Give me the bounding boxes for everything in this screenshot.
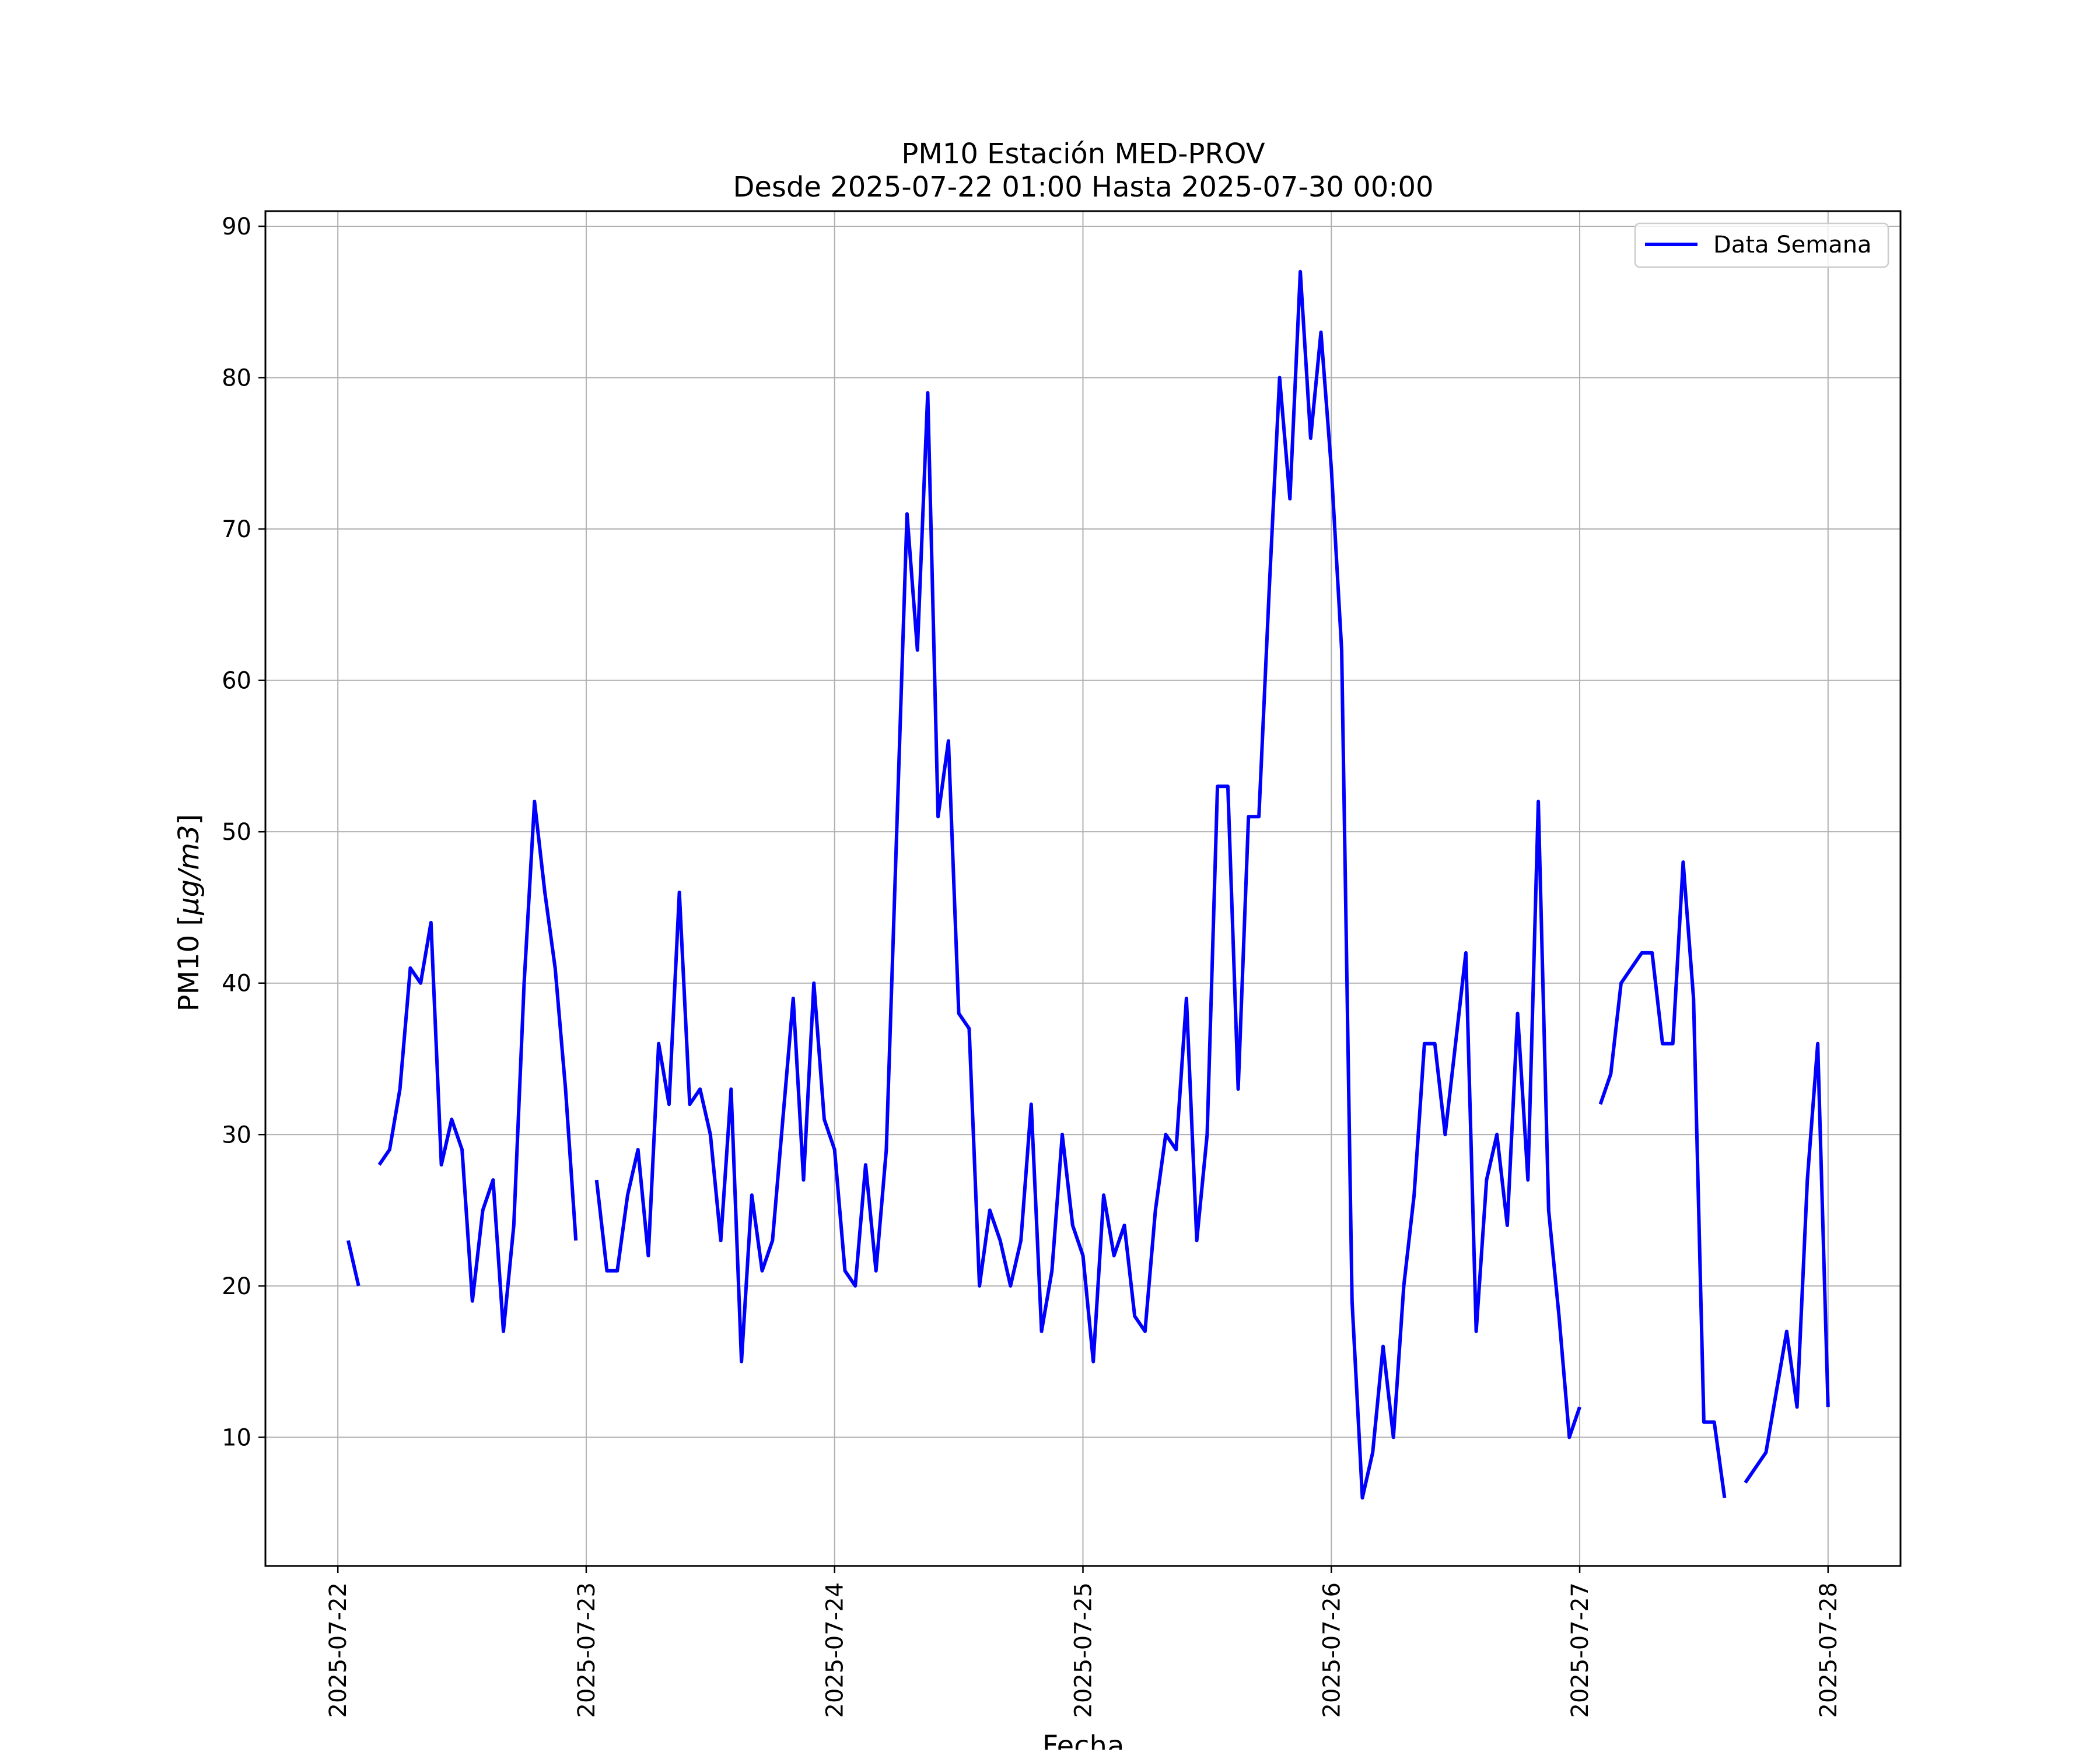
y-tick-label: 40 (222, 970, 251, 997)
y-tick-label: 10 (222, 1424, 251, 1451)
y-tick-label: 20 (222, 1273, 251, 1300)
series-line-segment (1744, 1042, 1830, 1484)
y-tick-label: 70 (222, 516, 251, 543)
x-axis-title: Fecha (1042, 1730, 1125, 1750)
x-tick-label: 2025-07-26 (1318, 1582, 1345, 1718)
x-tick-label: 2025-07-22 (325, 1582, 352, 1718)
x-tick-label: 2025-07-24 (822, 1582, 849, 1718)
y-axis-title-suffix: ] (173, 814, 205, 825)
y-axis-title-prefix: PM10 [ (173, 915, 205, 1011)
series-line-segment (346, 1240, 360, 1287)
x-tick-label: 2025-07-28 (1815, 1582, 1842, 1718)
y-tick-label: 30 (222, 1122, 251, 1148)
x-tick-label: 2025-07-25 (1070, 1582, 1097, 1718)
y-axis-title-unit: μg/m3 (173, 825, 205, 915)
y-tick-label: 80 (222, 365, 251, 392)
y-tick-label: 90 (222, 213, 251, 240)
series-lines (346, 269, 1830, 1500)
legend: Data Semana (1634, 222, 1889, 268)
series-line-segment (594, 269, 1581, 1500)
y-tick-label: 60 (222, 668, 251, 695)
x-tick-label: 2025-07-27 (1567, 1582, 1594, 1718)
legend-label: Data Semana (1713, 232, 1872, 258)
series-line-segment (377, 800, 578, 1333)
axis-ticks: 10 20 30 40 50 60 70 80 90 2025-07-22 2025-07-23 20… (222, 213, 1842, 1718)
series-line-segment (1598, 860, 1727, 1498)
y-tick-label: 50 (222, 819, 251, 846)
grid (265, 211, 1901, 1566)
chart-subtitle: Desde 2025-07-22 01:00 Hasta 2025-07-30 … (733, 171, 1433, 204)
y-axis-title: PM10 [μg/m3] (173, 814, 205, 1012)
legend-box (1634, 222, 1889, 268)
chart-title: PM10 Estación MED-PROV (901, 138, 1265, 170)
x-tick-label: 2025-07-23 (573, 1582, 600, 1718)
